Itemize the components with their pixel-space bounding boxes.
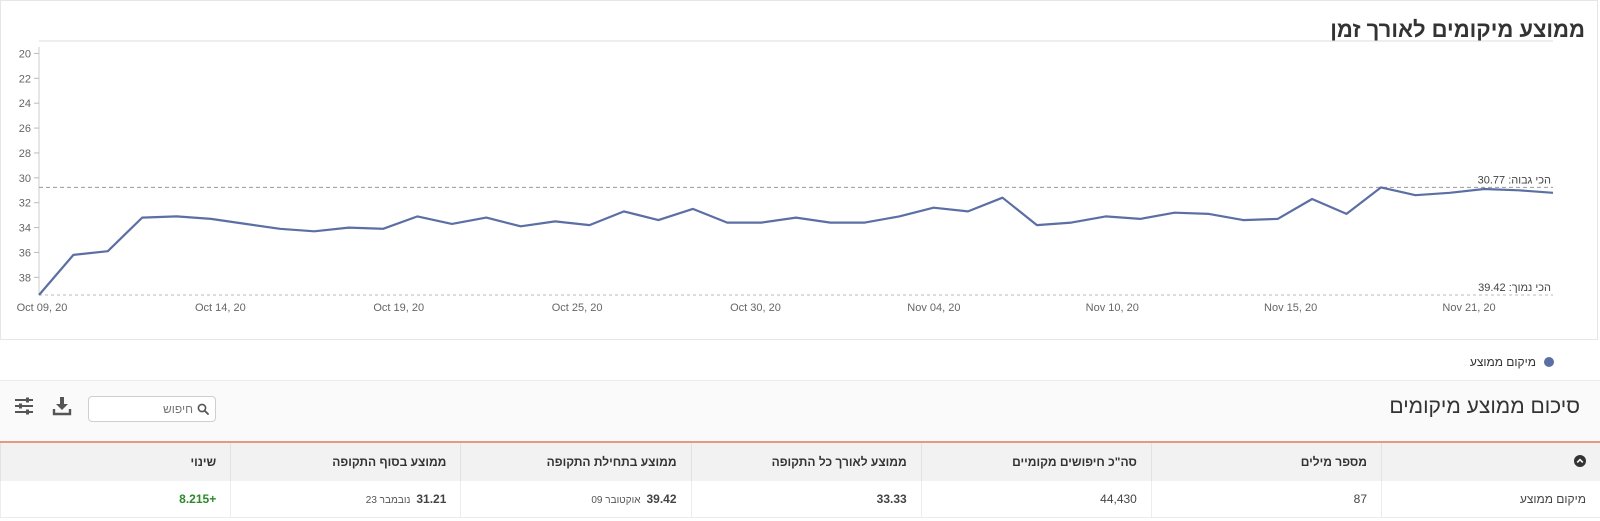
series-line-average-position <box>38 186 1554 296</box>
download-icon[interactable] <box>51 395 73 417</box>
y-tick-label: 36 <box>19 247 31 259</box>
x-tick-label: Nov 21, 20 <box>1442 302 1495 314</box>
cell-avg-all: 33.33 <box>690 481 922 518</box>
x-tick-label: Nov 15, 20 <box>1264 302 1317 314</box>
min-reference-label: הכי נמוך: 39.42 <box>1478 282 1551 294</box>
x-tick-label: Oct 25, 20 <box>552 302 603 314</box>
chart-title: ממוצע מיקומים לאורך זמן <box>1330 17 1585 42</box>
search-icon <box>197 403 209 415</box>
header-avg-all[interactable]: ממוצע לאורך כל התקופה <box>690 442 922 481</box>
y-tick-label: 26 <box>19 123 31 135</box>
end-date: נובמבר 23 <box>365 495 411 506</box>
start-date: אוקטובר 09 <box>591 495 641 506</box>
y-tick-label: 30 <box>19 173 31 185</box>
collapse-toggle[interactable] <box>1381 442 1600 481</box>
chart-legend[interactable]: מיקום ממוצע <box>1470 352 1554 372</box>
header-total-searches[interactable]: סה"כ חיפושים מקומיים <box>920 442 1152 481</box>
y-tick-label: 22 <box>19 73 31 85</box>
cell-word-count: 87 <box>1150 481 1382 518</box>
y-tick-label: 38 <box>19 272 31 284</box>
chart-card: ממוצע מיקומים לאורך זמן 20 22 24 26 28 30 32 34… <box>0 0 1598 340</box>
y-tick-label: 24 <box>19 98 31 110</box>
avg-start-value: 39.42 <box>646 492 677 506</box>
chevron-up-icon <box>1574 454 1586 467</box>
header-avg-start[interactable]: ממוצע בתחילת התקופה <box>460 442 692 481</box>
search-box[interactable] <box>88 396 216 422</box>
table-row: מיקום ממוצע 87 44,430 33.33 39.42 אוקטובר… <box>0 481 1600 518</box>
line-chart: 20 22 24 26 28 30 32 34 36 38 Oct 09, 20 Oct 14, 20… <box>17 40 1554 314</box>
legend-marker <box>1544 357 1554 367</box>
summary-table: מספר מילים סה"כ חיפושים מקומיים ממוצע לא… <box>0 441 1600 518</box>
x-tick-label: Oct 19, 20 <box>373 302 424 314</box>
header-change[interactable]: שינוי <box>0 442 231 481</box>
x-tick-label: Oct 14, 20 <box>195 302 246 314</box>
x-tick-label: Oct 30, 20 <box>730 302 781 314</box>
x-tick-label: Nov 10, 20 <box>1086 302 1139 314</box>
search-input[interactable] <box>89 397 197 421</box>
avg-end-value: 31.21 <box>416 492 447 506</box>
summary-toolbar: סיכום ממוצע מיקומים <box>0 380 1600 442</box>
cell-avg-start: 39.42 אוקטובר 09 <box>460 481 692 518</box>
header-avg-end[interactable]: ממוצע בסוף התקופה <box>230 442 461 481</box>
cell-avg-end: 31.21 נובמבר 23 <box>230 481 461 518</box>
legend-label: מיקום ממוצע <box>1469 355 1536 369</box>
y-tick-label: 34 <box>19 223 31 235</box>
row-label: מיקום ממוצע <box>1381 481 1600 518</box>
header-word-count[interactable]: מספר מילים <box>1150 442 1382 481</box>
x-tick-label: Nov 04, 20 <box>907 302 960 314</box>
y-tick-label: 20 <box>19 48 31 60</box>
summary-title: סיכום ממוצע מיקומים <box>1389 395 1580 418</box>
y-tick-label: 28 <box>19 148 31 160</box>
cell-change: +8.215 <box>0 481 231 518</box>
max-reference-label: הכי גבוה: 30.77 <box>1478 174 1551 186</box>
cell-total-searches: 44,430 <box>920 481 1152 518</box>
x-tick-label: Oct 09, 20 <box>17 302 68 314</box>
sliders-icon[interactable] <box>13 395 35 417</box>
table-header-row: מספר מילים סה"כ חיפושים מקומיים ממוצע לא… <box>0 442 1600 481</box>
y-tick-label: 32 <box>19 198 31 210</box>
